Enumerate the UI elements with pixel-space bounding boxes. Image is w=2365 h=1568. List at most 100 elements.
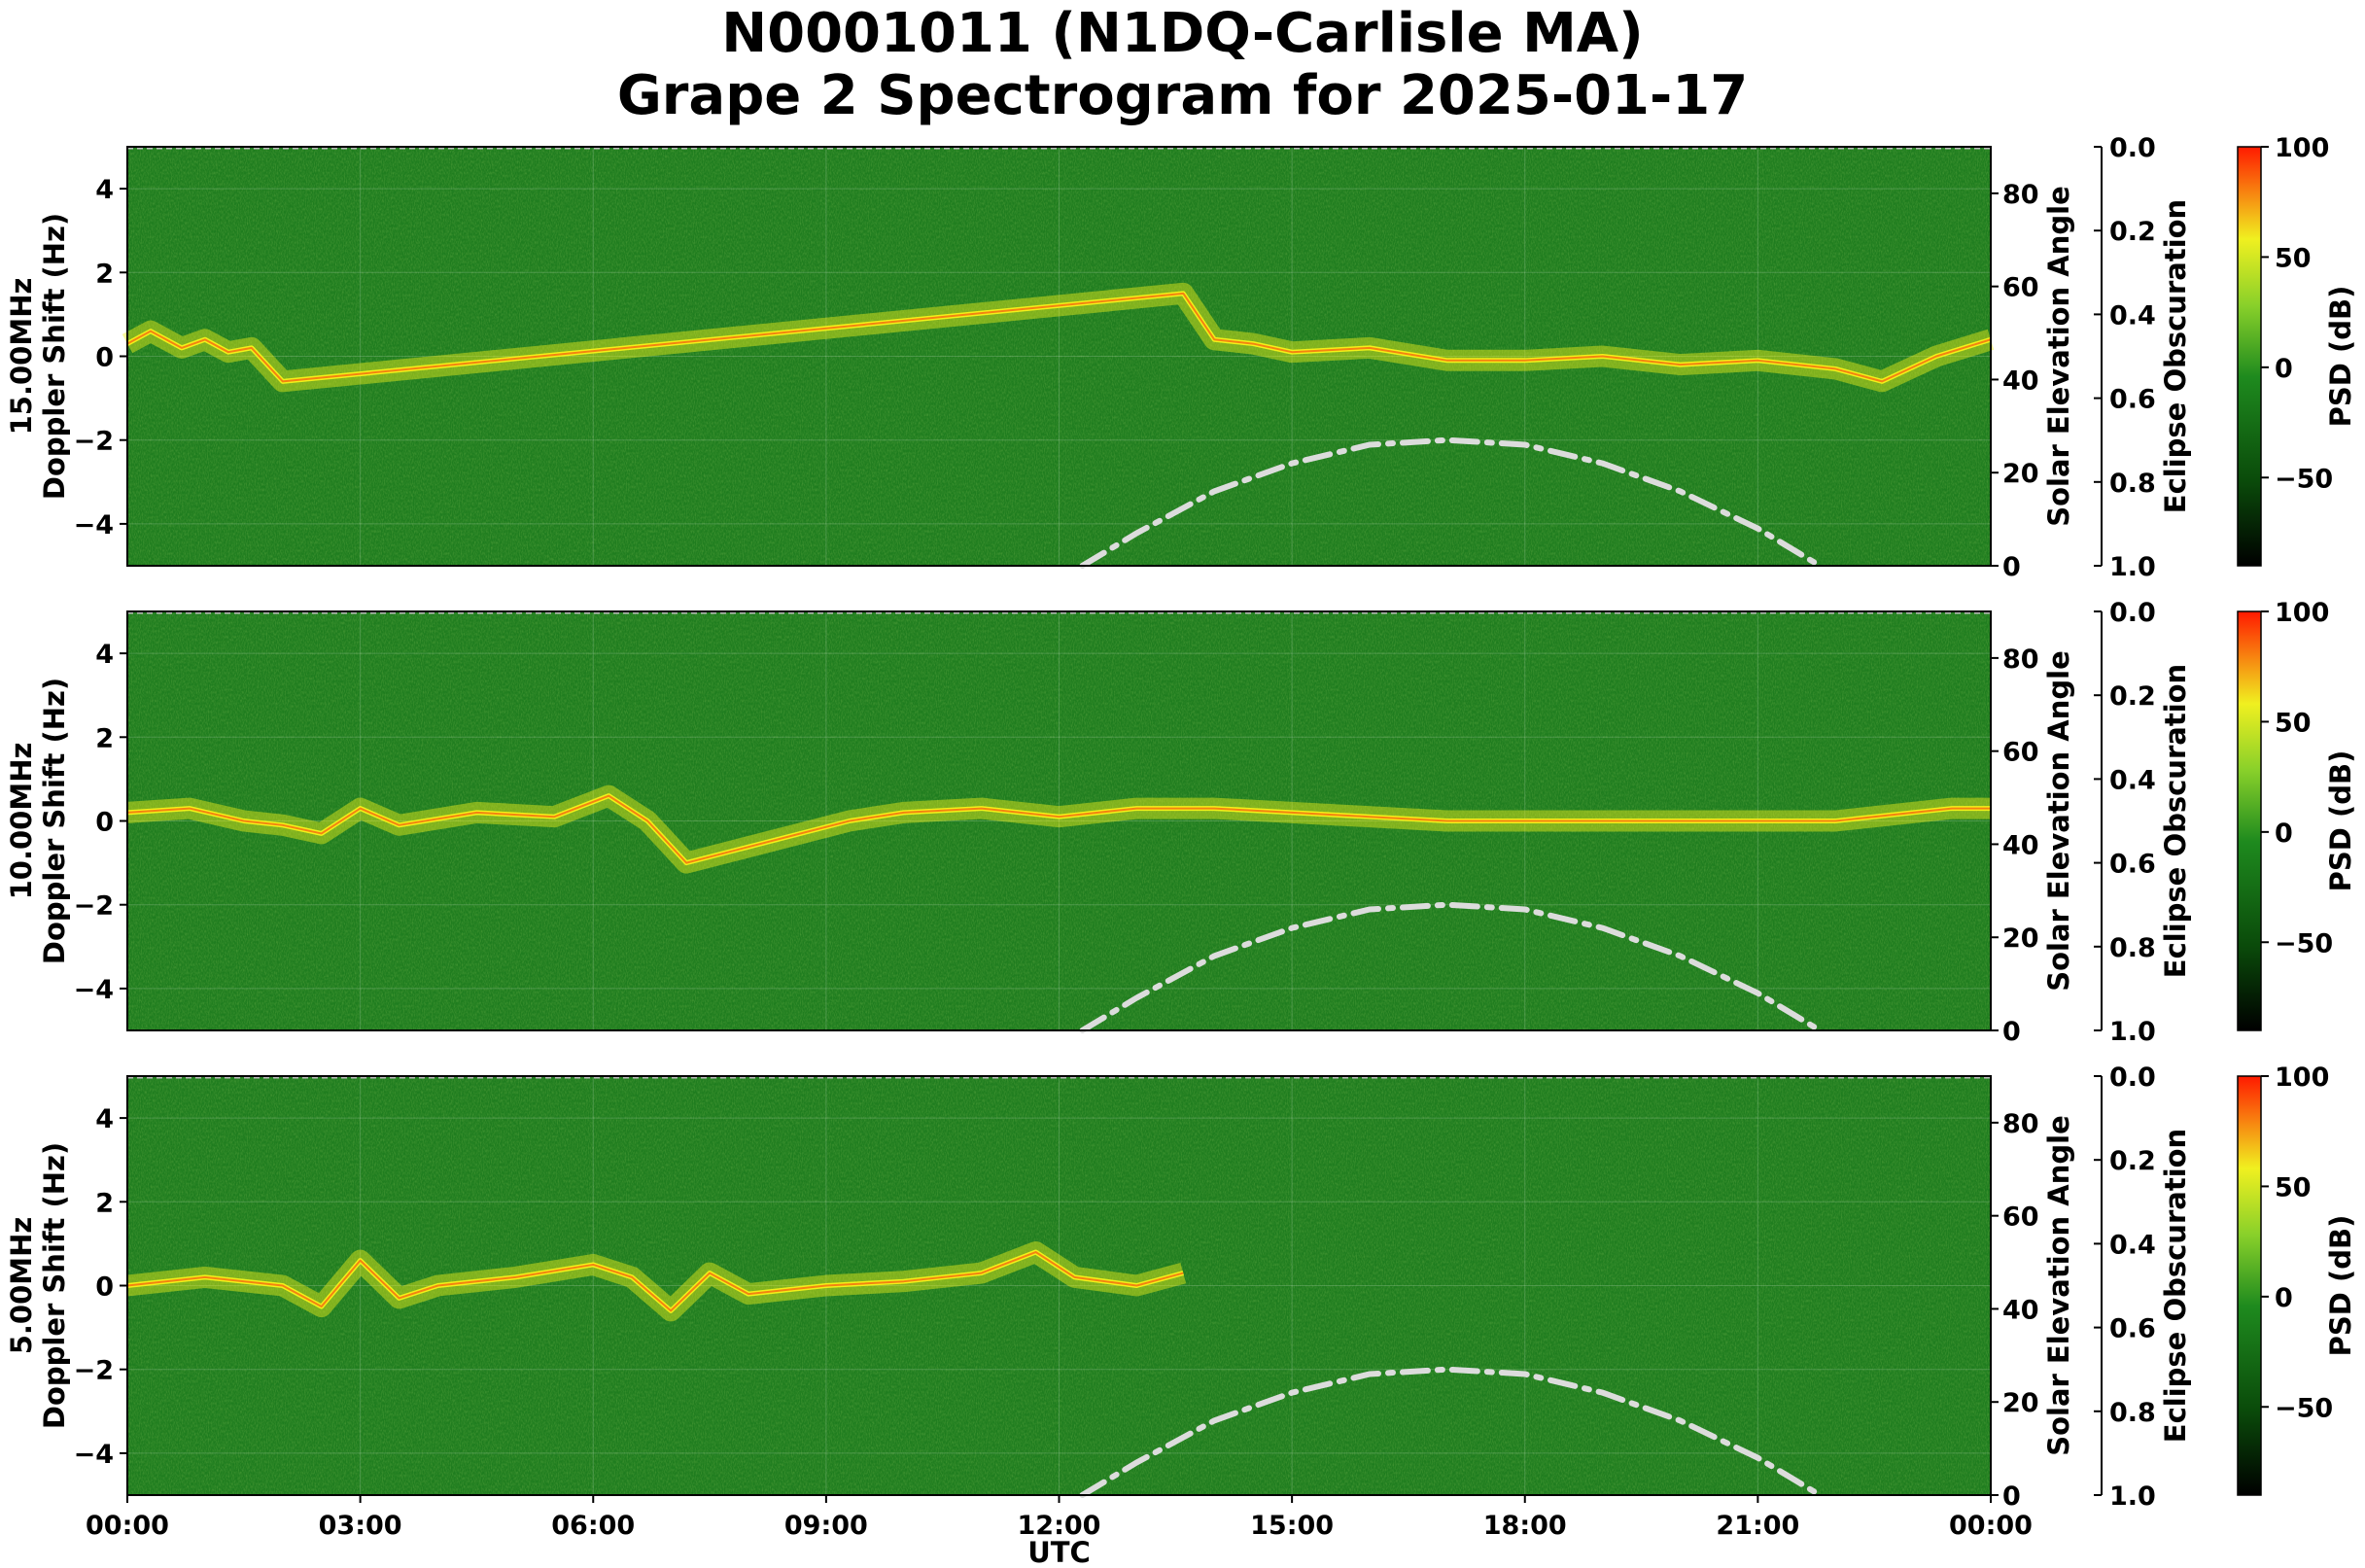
colorbar-tick-label: 0 — [2275, 819, 2293, 849]
doppler-trace-peak — [126, 1251, 1184, 1312]
psd-colorbar — [2237, 146, 2262, 567]
elevation-tick-label: 60 — [2002, 273, 2039, 303]
eclipse-tick-label: 0.0 — [2109, 1063, 2156, 1093]
chart-title-line-2: Grape 2 Spectrogram for 2025-01-17 — [616, 64, 1749, 127]
colorbar-tick-label: −50 — [2275, 1393, 2333, 1423]
x-tick-label: 00:00 — [1949, 1511, 2033, 1541]
eclipse-tick-label: 0.6 — [2109, 385, 2156, 415]
y-tick-label: −2 — [74, 427, 114, 457]
y-tick-label: 0 — [95, 808, 114, 838]
chart-title-line-1: N0001011 (N1DQ-Carlisle MA) — [721, 2, 1644, 65]
y-tick-label: −2 — [74, 891, 114, 922]
elevation-tick-label: 40 — [2002, 830, 2039, 860]
solar-elevation-curve — [1079, 436, 1824, 569]
x-tick-label: 15:00 — [1250, 1511, 1334, 1541]
colorbar-label: PSD (dB) — [2324, 1215, 2357, 1357]
eclipse-tick-label: 0.6 — [2109, 1314, 2156, 1344]
doppler-trace-peak — [126, 292, 1992, 383]
eclipse-tick-label: 0.2 — [2109, 681, 2156, 712]
y-tick-label: 0 — [95, 343, 114, 373]
elevation-tick-label: 20 — [2002, 1388, 2039, 1418]
eclipse-tick-label: 0.0 — [2109, 133, 2156, 163]
eclipse-tick-label: 0.8 — [2109, 933, 2156, 963]
elevation-tick-label: 80 — [2002, 645, 2039, 675]
colorbar-tick-label: 100 — [2275, 598, 2329, 628]
eclipse-tick-label: 1.0 — [2109, 552, 2156, 582]
x-axis-label: UTC — [1027, 1536, 1091, 1568]
y-tick-label: −4 — [74, 975, 114, 1005]
panel-15-00mhz: 420−2−415.00MHz Doppler Shift (Hz)8060402… — [5, 133, 2357, 582]
eclipse-tick-label: 1.0 — [2109, 1481, 2156, 1512]
eclipse-tick-label: 1.0 — [2109, 1017, 2156, 1047]
eclipse-tick-label: 0.8 — [2109, 1398, 2156, 1428]
colorbar-tick-label: 100 — [2275, 133, 2329, 163]
colorbar-tick-label: 50 — [2275, 1172, 2312, 1202]
y-tick-label: 2 — [95, 259, 114, 289]
x-tick-label: 06:00 — [551, 1511, 635, 1541]
doppler-trace-peak — [126, 794, 1991, 864]
x-tick-label: 12:00 — [1018, 1511, 1101, 1541]
colorbar-tick-label: 50 — [2275, 243, 2312, 273]
eclipse-tick-label: 0.2 — [2109, 1146, 2156, 1176]
eclipse-tick-label: 0.2 — [2109, 217, 2156, 247]
elevation-tick-label: 20 — [2002, 459, 2039, 489]
solar-elevation-axis-label: Solar Elevation Angle — [2042, 650, 2075, 992]
y-tick-label: 0 — [95, 1272, 114, 1303]
elevation-tick-label: 0 — [2002, 552, 2021, 582]
eclipse-tick-label: 0.4 — [2109, 765, 2156, 795]
eclipse-tick-label: 0.0 — [2109, 598, 2156, 628]
y-tick-label: −2 — [74, 1356, 114, 1386]
colorbar-label: PSD (dB) — [2324, 286, 2357, 428]
elevation-tick-label: 80 — [2002, 180, 2039, 210]
solar-elevation-axis-label: Solar Elevation Angle — [2042, 186, 2075, 527]
x-tick-label: 18:00 — [1483, 1511, 1567, 1541]
y-tick-label: 4 — [95, 640, 114, 670]
y-axis-label-frequency: 5.00MHz — [5, 1217, 38, 1355]
psd-colorbar — [2237, 610, 2262, 1031]
elevation-tick-label: 0 — [2002, 1481, 2021, 1512]
x-tick-label: 09:00 — [784, 1511, 868, 1541]
y-tick-label: −4 — [74, 510, 114, 540]
y-axis-label-doppler: Doppler Shift (Hz) — [38, 213, 71, 500]
y-axis-label-frequency: 15.00MHz — [5, 278, 38, 436]
elevation-tick-label: 40 — [2002, 366, 2039, 396]
eclipse-tick-label: 0.6 — [2109, 850, 2156, 880]
colorbar-tick-label: −50 — [2275, 464, 2333, 494]
colorbar-tick-label: 0 — [2275, 354, 2293, 384]
elevation-tick-label: 60 — [2002, 1202, 2039, 1233]
y-tick-label: 2 — [95, 723, 114, 753]
colorbar-tick-label: 100 — [2275, 1063, 2329, 1093]
x-tick-label: 03:00 — [319, 1511, 402, 1541]
y-axis-label-doppler: Doppler Shift (Hz) — [38, 678, 71, 964]
psd-colorbar — [2237, 1075, 2262, 1496]
colorbar-label: PSD (dB) — [2324, 750, 2357, 892]
solar-elevation-axis-label: Solar Elevation Angle — [2042, 1115, 2075, 1456]
panel-10-00mhz: 420−2−410.00MHz Doppler Shift (Hz)8060402… — [5, 598, 2357, 1047]
y-tick-label: 2 — [95, 1188, 114, 1218]
y-tick-label: 4 — [95, 1104, 114, 1134]
colorbar-tick-label: 0 — [2275, 1283, 2293, 1313]
eclipse-obscuration-axis-label: Eclipse Obscuration — [2159, 664, 2192, 978]
y-axis-label-frequency: 10.00MHz — [5, 743, 38, 900]
eclipse-tick-label: 0.4 — [2109, 300, 2156, 331]
eclipse-obscuration-axis-label: Eclipse Obscuration — [2159, 199, 2192, 513]
panel-5-00mhz: 420−2−45.00MHz Doppler Shift (Hz)80604020… — [5, 1063, 2357, 1512]
elevation-tick-label: 60 — [2002, 738, 2039, 768]
elevation-tick-label: 0 — [2002, 1017, 2021, 1047]
elevation-tick-label: 20 — [2002, 923, 2039, 954]
solar-elevation-curve — [1079, 1366, 1824, 1498]
solar-elevation-curve — [1079, 901, 1824, 1033]
x-tick-label: 21:00 — [1716, 1511, 1799, 1541]
y-tick-label: 4 — [95, 175, 114, 205]
spectrogram-noise-texture — [127, 147, 1991, 566]
x-tick-label: 00:00 — [86, 1511, 169, 1541]
eclipse-obscuration-axis-label: Eclipse Obscuration — [2159, 1129, 2192, 1443]
eclipse-tick-label: 0.8 — [2109, 469, 2156, 499]
y-tick-label: −4 — [74, 1440, 114, 1470]
elevation-tick-label: 40 — [2002, 1295, 2039, 1325]
colorbar-tick-label: −50 — [2275, 928, 2333, 958]
eclipse-tick-label: 0.4 — [2109, 1230, 2156, 1260]
elevation-tick-label: 80 — [2002, 1109, 2039, 1139]
colorbar-tick-label: 50 — [2275, 708, 2312, 738]
